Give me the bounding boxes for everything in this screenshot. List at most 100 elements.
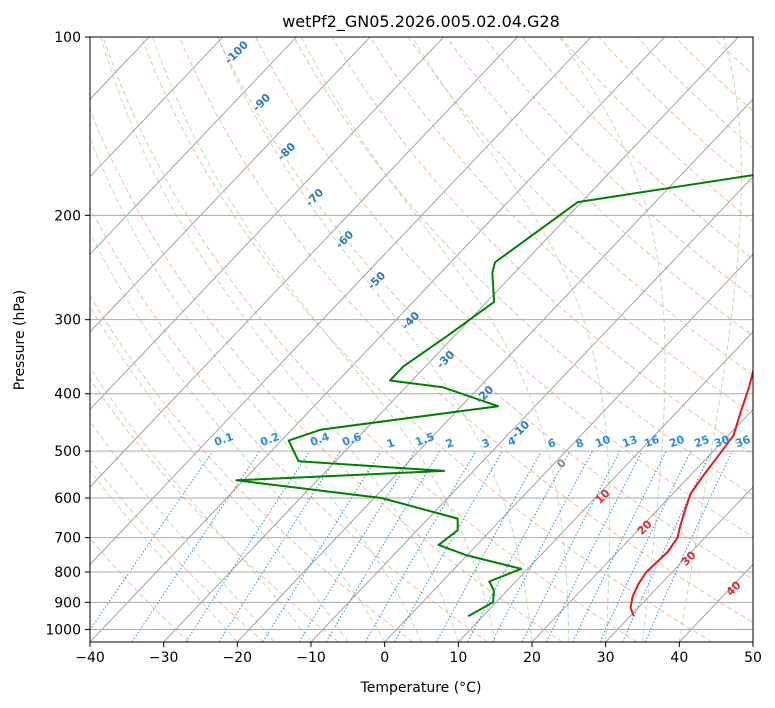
y-tick-label: 300 (54, 313, 81, 329)
mixing-ratio-labels: 0.1 0.2 0.4 0.6 1 1.5 2 3 4 6 8 10 13 16 20 25 30 36 (212, 430, 752, 451)
chart-title: wetPf2_GN05.2026.005.02.04.G28 (282, 12, 560, 32)
mixing-ratio-line (621, 450, 712, 642)
plot-frame (89, 36, 754, 643)
dry-adiabat-label: -80 (275, 140, 298, 163)
moist-adiabat-line (411, 37, 611, 642)
isotherm-line (679, 563, 753, 642)
mixing-ratio-line (90, 450, 214, 631)
moist-adiabat-line (90, 137, 422, 642)
x-tick-label: −40 (75, 650, 105, 666)
dry-adiabat-label: -30 (434, 348, 457, 371)
dry-adiabat-line (90, 294, 414, 642)
mixing-ratio-label: 16 (642, 433, 661, 451)
dry-adiabat-line (293, 37, 753, 496)
dry-adiabat-line (90, 108, 563, 642)
isotherm-line (0, 37, 2, 642)
dry-adiabat-line (217, 37, 753, 580)
mixing-ratio-label: 4 (506, 434, 518, 449)
y-tick-label: 700 (54, 531, 81, 547)
dry-adiabat-line (407, 37, 753, 376)
dry-adiabat-line (751, 37, 753, 40)
isotherm-line (90, 37, 666, 642)
dry-adiabat-label: 30 (679, 548, 699, 568)
isotherm-line (163, 37, 739, 642)
dry-adiabat-line (102, 37, 638, 642)
dry-adiabat-label: 0 (554, 456, 569, 471)
isotherm-line (90, 37, 445, 411)
isotherm-line (458, 331, 753, 642)
mixing-ratio-label: 0.2 (258, 430, 281, 449)
dry-adiabat-label: -100 (222, 38, 251, 67)
dry-adiabat-line (90, 378, 339, 642)
dry-adiabat-label: -40 (399, 309, 422, 332)
mixing-ratio-label: 2 (444, 436, 456, 451)
x-tick-label: −20 (223, 650, 253, 666)
dry-adiabat-label: 20 (635, 517, 655, 537)
dry-adiabat-line (522, 37, 753, 260)
x-axis-label: Temperature (°C) (360, 680, 482, 696)
mixing-ratio-line (467, 450, 571, 642)
moist-adiabat-line (90, 469, 238, 642)
y-tick-label: 100 (54, 30, 81, 46)
mixing-ratio-line (545, 450, 643, 642)
y-tick-label: 400 (54, 387, 81, 403)
mixing-ratio-label: 10 (593, 433, 612, 451)
mixing-ratio-label: 1.5 (413, 430, 436, 449)
mixing-ratio-line (218, 450, 341, 642)
mixing-ratio-label: 0.1 (212, 430, 235, 449)
dry-adiabat-line (560, 37, 753, 223)
dry-adiabat-line (369, 37, 753, 415)
dry-adiabat-line (90, 537, 190, 642)
mixing-ratio-line (364, 450, 477, 642)
mixing-ratio-line (435, 450, 542, 642)
x-tick-label: 40 (670, 650, 688, 666)
mixing-ratio-line (298, 450, 416, 642)
moist-adiabat-line (100, 37, 459, 642)
mixing-ratio-line (572, 450, 667, 642)
mixing-ratio-line (325, 450, 441, 642)
mixing-ratio-line (599, 450, 692, 642)
x-tick-label: 10 (449, 650, 467, 666)
mixing-ratio-label: 30 (712, 433, 731, 451)
moist-adiabat-line (300, 37, 570, 642)
y-tick-label: 600 (54, 491, 81, 507)
mixing-ratio-line (262, 450, 382, 642)
y-tick-label: 800 (54, 565, 81, 581)
x-tick-label: 20 (523, 650, 541, 666)
pressure-gridlines (90, 37, 753, 630)
y-axis-ticks: 100 200 300 400 500 600 700 800 900 1000 (45, 30, 90, 638)
moist-adiabat-line (90, 231, 386, 642)
mixing-ratio-label: 6 (546, 436, 558, 451)
x-axis-ticks: −40 −30 −20 −10 0 10 20 30 40 50 (75, 642, 762, 666)
dewpoint-profile-line (235, 174, 753, 618)
dry-adiabat-line (140, 37, 712, 642)
x-tick-label: −30 (149, 650, 179, 666)
x-tick-label: −10 (296, 650, 326, 666)
moist-adiabat-line (217, 37, 533, 642)
dry-adiabat-label: 40 (724, 578, 744, 598)
dry-adiabat-line (712, 37, 753, 76)
temperature-profile-line (629, 367, 753, 617)
dry-adiabat-line (636, 37, 753, 149)
mixing-ratio-label: 0.6 (340, 430, 363, 449)
isotherm-line (605, 486, 753, 642)
mixing-ratio-label: 8 (574, 436, 586, 451)
mixing-ratio-label: 3 (480, 436, 492, 451)
dry-adiabat-line (90, 206, 488, 642)
moist-adiabat-line (90, 366, 312, 642)
dry-adiabat-line (178, 37, 753, 623)
isotherm-line (90, 37, 371, 333)
isotherm-line (384, 253, 753, 642)
x-tick-label: 30 (597, 650, 615, 666)
isotherm-line (90, 37, 592, 566)
y-tick-label: 1000 (45, 622, 81, 638)
y-tick-label: 900 (54, 595, 81, 611)
y-tick-label: 200 (54, 208, 81, 224)
dry-adiabat-label: -20 (473, 383, 496, 406)
dry-adiabat-line (331, 37, 753, 456)
isotherm-line (531, 408, 753, 642)
dry-adiabat-label: -60 (333, 228, 356, 251)
isotherm-line (90, 37, 518, 488)
isotherm-line (237, 98, 753, 642)
